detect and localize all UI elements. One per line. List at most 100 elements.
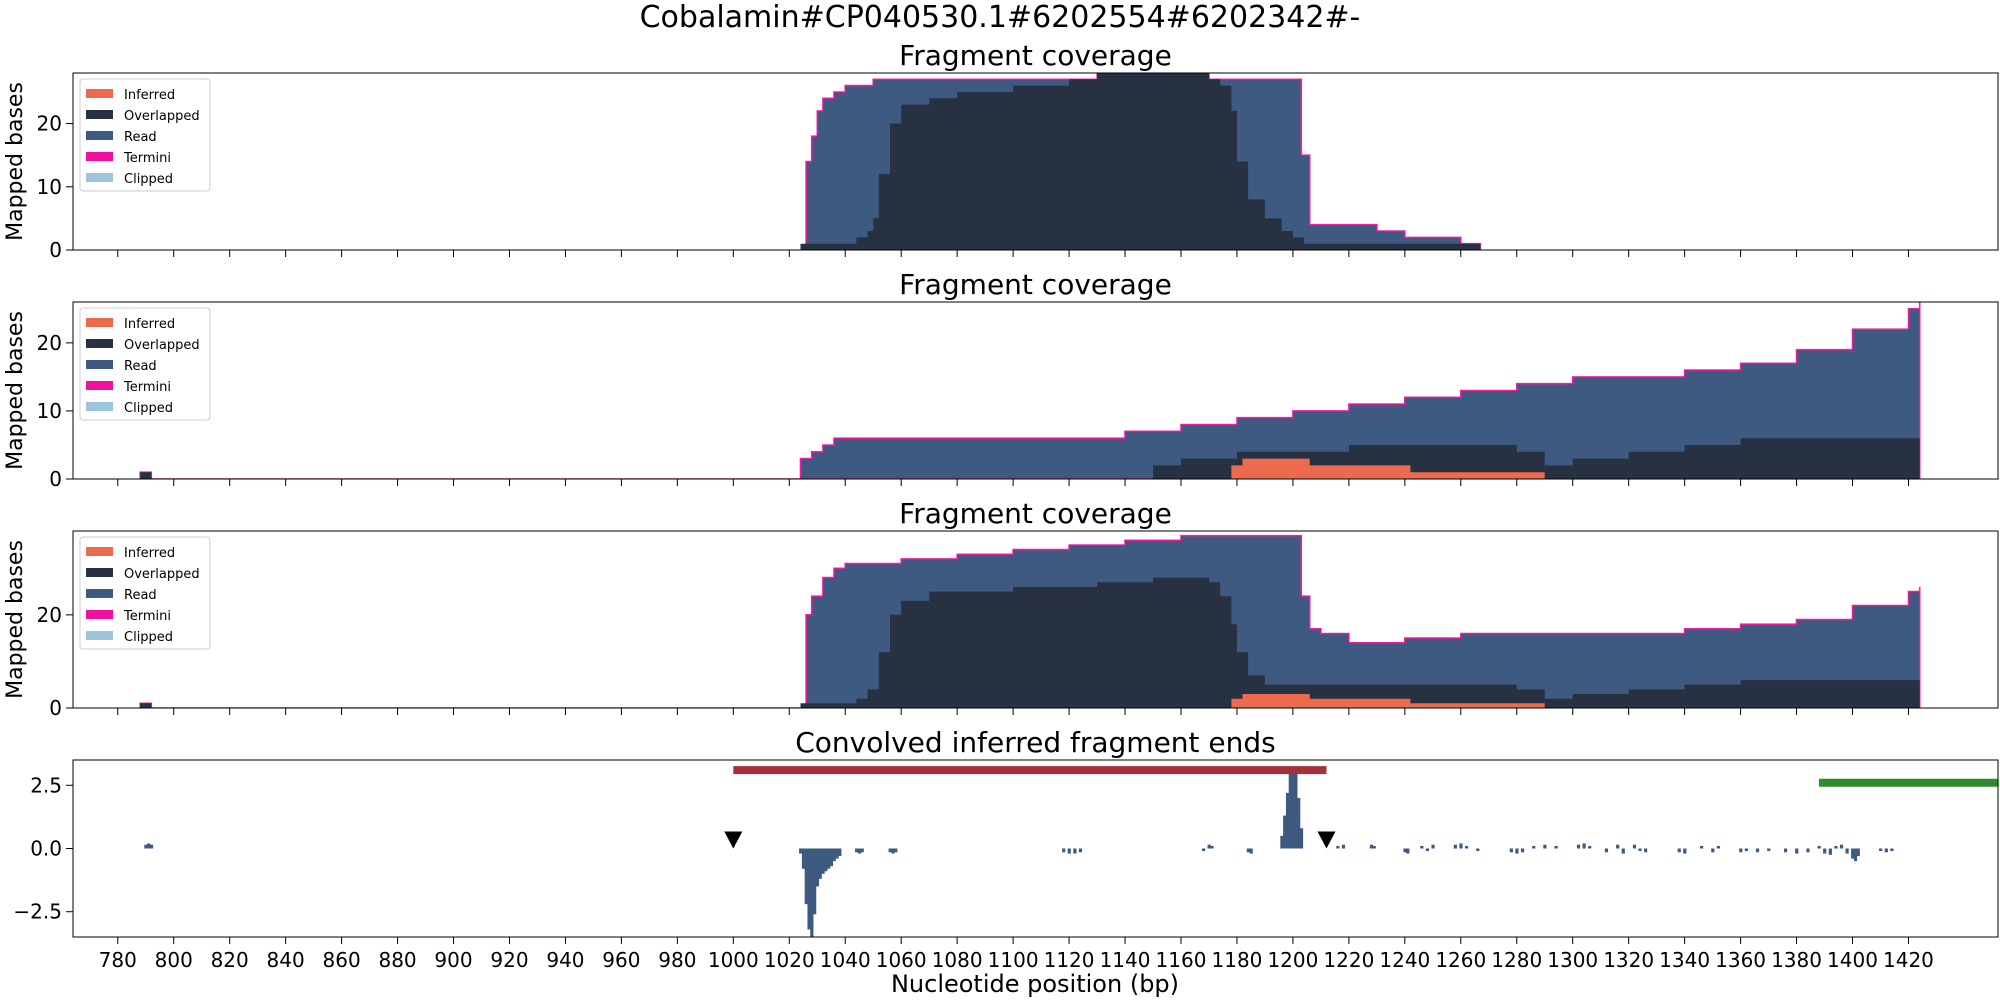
bar <box>891 848 895 854</box>
y-axis-label: Mapped bases <box>3 311 28 470</box>
bar <box>815 848 820 887</box>
legend-label-termini: Termini <box>123 609 171 624</box>
chart-panel-1: Fragment coverage 0 10 20 Mapped bases Inferr… <box>3 39 1999 262</box>
x-tick-label: 980 <box>658 948 696 972</box>
x-tick-label: 860 <box>323 948 361 972</box>
bar <box>1299 828 1304 849</box>
bar <box>1739 848 1743 853</box>
legend-label-termini: Termini <box>123 151 171 166</box>
chart-panel-4: Convolved inferred fragment ends 2.5 0.0 −2… <box>13 726 1999 944</box>
bar <box>1073 848 1077 854</box>
bar <box>1372 845 1376 849</box>
y-tick-label: 2.5 <box>30 773 62 797</box>
y-tick-label: 10 <box>37 399 62 423</box>
x-tick-label: 1140 <box>1100 948 1151 972</box>
legend-box <box>79 78 211 192</box>
plot-area <box>144 766 1998 937</box>
bar <box>1576 844 1581 849</box>
x-tick-label: 920 <box>490 948 528 972</box>
y-tick-label: 0 <box>49 467 62 491</box>
x-tick-label: 1240 <box>1379 948 1430 972</box>
bar <box>1283 815 1287 849</box>
y-tick-label: 20 <box>37 331 62 355</box>
panel-title: Fragment coverage <box>899 268 1172 301</box>
legend-label-read: Read <box>124 588 157 603</box>
y-tick-label: −2.5 <box>13 900 62 924</box>
bar <box>835 848 839 859</box>
bar <box>1644 848 1648 853</box>
x-tick-label: 1340 <box>1659 948 1710 972</box>
legend-label-termini: Termini <box>123 380 171 395</box>
bar <box>1431 844 1435 849</box>
x-tick-label: 960 <box>602 948 640 972</box>
legend: Inferred Overlapped Read Termini Clipped <box>79 78 211 192</box>
bar <box>799 848 803 854</box>
bar <box>1823 848 1827 854</box>
x-tick-label: 940 <box>546 948 584 972</box>
bar <box>801 848 806 869</box>
bar <box>1851 848 1855 859</box>
bar <box>1341 844 1346 849</box>
series-termini <box>139 534 1921 708</box>
legend-label-clipped: Clipped <box>124 172 173 187</box>
legend-swatch-clipped <box>86 173 113 182</box>
bar <box>1453 844 1457 849</box>
bar <box>1806 848 1810 853</box>
bar <box>827 848 831 869</box>
bar <box>1783 848 1788 853</box>
bar <box>1297 797 1301 849</box>
bar <box>1520 848 1525 853</box>
bar <box>1369 844 1374 849</box>
legend: Inferred Overlapped Read Termini Clipped <box>79 536 211 650</box>
legend-swatch-read <box>86 360 113 369</box>
bar <box>1532 845 1536 849</box>
bar <box>1755 848 1760 853</box>
x-tick-label: 1400 <box>1827 948 1878 972</box>
bar <box>1716 845 1721 849</box>
bar <box>1210 845 1214 849</box>
figure-suptitle: Cobalamin#CP040530.1#6202554#6202342#- <box>640 0 1361 35</box>
bar <box>1515 848 1519 854</box>
bar <box>1582 843 1586 849</box>
series-overlapped <box>140 577 1920 708</box>
bar <box>1616 844 1620 849</box>
bar <box>829 848 834 867</box>
bar <box>1700 845 1704 849</box>
bar <box>1638 848 1642 852</box>
bar <box>804 848 808 905</box>
bar <box>1817 845 1821 849</box>
x-tick-label: 1040 <box>820 948 871 972</box>
bar <box>1078 848 1083 853</box>
plot-area <box>800 73 1482 250</box>
axes-frame <box>72 759 1999 938</box>
bar <box>1420 845 1424 849</box>
legend-label-inferred: Inferred <box>124 88 175 103</box>
bar <box>1588 845 1592 849</box>
x-tick-label: 1100 <box>988 948 1039 972</box>
panel-title: Fragment coverage <box>899 39 1172 72</box>
bar <box>1677 848 1681 853</box>
x-tick-label: 1280 <box>1491 948 1542 972</box>
bar <box>1683 848 1687 854</box>
bar <box>1795 848 1799 854</box>
bar <box>1604 848 1609 853</box>
bar <box>813 848 817 915</box>
series-termini <box>800 73 1482 250</box>
legend-label-overlapped: Overlapped <box>124 567 200 582</box>
series-inferred <box>1231 458 1545 479</box>
x-axis-label: Nucleotide position (bp) <box>891 970 1179 998</box>
x-tick-label: 1300 <box>1547 948 1598 972</box>
bar <box>1845 848 1849 854</box>
y-axis-label: Mapped bases <box>3 540 28 699</box>
bar <box>1403 848 1407 853</box>
bar <box>1554 845 1558 849</box>
bar <box>1856 848 1860 857</box>
plot-area <box>139 302 1921 479</box>
x-tick-label: 1160 <box>1156 948 1207 972</box>
legend-swatch-overlapped <box>86 339 113 348</box>
legend-label-clipped: Clipped <box>124 401 173 416</box>
bar <box>1621 848 1625 854</box>
y-tick-label: 0.0 <box>30 837 62 861</box>
legend-label-inferred: Inferred <box>124 317 175 332</box>
